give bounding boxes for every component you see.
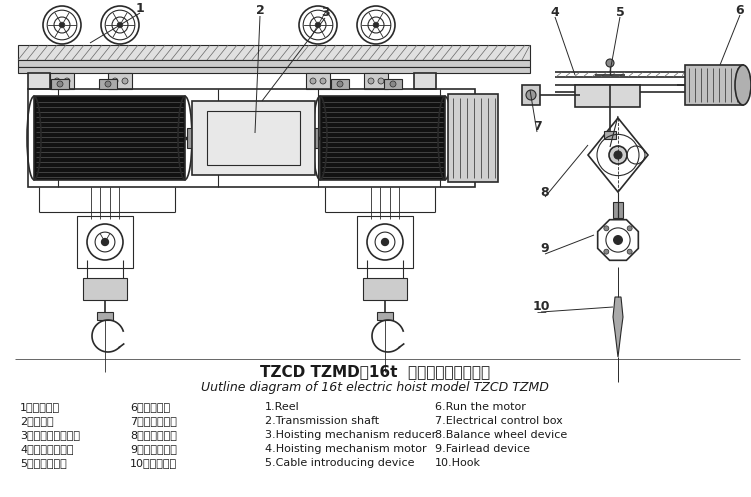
Circle shape (54, 78, 60, 84)
Circle shape (337, 81, 343, 87)
Circle shape (606, 59, 614, 67)
Circle shape (64, 78, 70, 84)
Circle shape (320, 78, 326, 84)
Bar (97, 312, 113, 320)
Text: 7.Electrical control box: 7.Electrical control box (435, 416, 562, 426)
Bar (258, 128, 278, 148)
Circle shape (105, 81, 111, 87)
Text: 6、运行电机: 6、运行电机 (130, 402, 170, 412)
Circle shape (390, 81, 396, 87)
Bar (306, 73, 330, 89)
Text: 8: 8 (541, 185, 549, 198)
Bar (77, 216, 133, 268)
Text: 4.Hoisting mechanism motor: 4.Hoisting mechanism motor (265, 444, 427, 454)
Bar (414, 73, 436, 89)
Bar (320, 96, 445, 179)
Bar (28, 73, 50, 89)
Text: 9.Fairlead device: 9.Fairlead device (435, 444, 530, 454)
Ellipse shape (242, 120, 264, 156)
Bar (18, 45, 530, 60)
Bar (448, 94, 498, 182)
Circle shape (368, 78, 374, 84)
Bar (604, 131, 616, 139)
Text: 2.Transmission shaft: 2.Transmission shaft (265, 416, 379, 426)
Bar (207, 111, 300, 165)
Text: 7、电器控制筱: 7、电器控制筱 (130, 416, 177, 426)
Circle shape (57, 81, 63, 87)
Text: 1、卷筒装置: 1、卷筒装置 (20, 402, 60, 412)
Bar (298, 128, 318, 148)
Text: 7: 7 (532, 120, 541, 134)
Bar (364, 73, 388, 89)
Text: 1.Reel: 1.Reel (265, 402, 300, 412)
Circle shape (609, 146, 627, 164)
Bar (50, 73, 74, 89)
Text: 3.Hoisting mechanism reducer: 3.Hoisting mechanism reducer (265, 430, 436, 440)
Text: 6: 6 (736, 3, 744, 16)
Circle shape (614, 236, 623, 245)
Text: 3: 3 (321, 6, 329, 19)
Circle shape (246, 132, 258, 144)
Bar (51, 79, 69, 89)
Circle shape (378, 78, 384, 84)
Circle shape (122, 78, 128, 84)
Text: Uutline diagram of 16t electric hoist model TZCD TZMD: Uutline diagram of 16t electric hoist mo… (201, 381, 549, 394)
Circle shape (101, 239, 109, 246)
Bar (34, 96, 185, 179)
Circle shape (604, 249, 609, 254)
Circle shape (59, 22, 65, 28)
Text: 10.Hook: 10.Hook (435, 458, 481, 468)
Bar (613, 202, 623, 218)
Text: 4、起升机构电机: 4、起升机构电机 (20, 444, 74, 454)
Bar (99, 79, 117, 89)
Text: TZCD TZMD型16t  电动葫芦外形结构图: TZCD TZMD型16t 电动葫芦外形结构图 (260, 364, 490, 380)
Text: 5.Cable introducing device: 5.Cable introducing device (265, 458, 415, 468)
Bar (331, 79, 349, 89)
Bar (108, 73, 132, 89)
Text: 3、起升机构减速机: 3、起升机构减速机 (20, 430, 80, 440)
Bar (363, 278, 407, 300)
Circle shape (373, 22, 379, 28)
Bar (685, 65, 743, 105)
Text: 2: 2 (255, 4, 264, 17)
Circle shape (310, 78, 316, 84)
Circle shape (604, 226, 609, 231)
Bar (187, 128, 207, 148)
Text: 2、传动轴: 2、传动轴 (20, 416, 53, 426)
Text: 9: 9 (541, 243, 549, 255)
Circle shape (382, 239, 388, 246)
Bar (522, 85, 540, 105)
Bar (83, 278, 127, 300)
Circle shape (112, 78, 118, 84)
Bar (192, 101, 315, 175)
Bar (575, 85, 640, 107)
Bar (28, 89, 475, 187)
Text: 10、吸钉装置: 10、吸钉装置 (130, 458, 177, 468)
Circle shape (627, 249, 632, 254)
Bar (384, 79, 402, 89)
Ellipse shape (735, 65, 751, 105)
Circle shape (315, 22, 321, 28)
Bar (18, 67, 530, 73)
Circle shape (627, 226, 632, 231)
Bar (228, 128, 248, 148)
Bar (377, 312, 393, 320)
Text: 4: 4 (550, 5, 559, 18)
Text: 5、软绳引入器: 5、软绳引入器 (20, 458, 67, 468)
Circle shape (117, 22, 123, 28)
Text: —: — (536, 307, 546, 317)
Text: 6.Run the motor: 6.Run the motor (435, 402, 526, 412)
Polygon shape (613, 297, 623, 357)
Text: 10: 10 (532, 301, 550, 314)
Text: 1: 1 (136, 1, 144, 14)
Circle shape (526, 90, 536, 100)
Bar (357, 216, 413, 268)
Text: 5: 5 (616, 5, 624, 18)
Text: 8、平衡轮装置: 8、平衡轮装置 (130, 430, 177, 440)
Bar (18, 60, 530, 67)
Text: 9、导绳器装置: 9、导绳器装置 (130, 444, 177, 454)
Text: 8.Balance wheel device: 8.Balance wheel device (435, 430, 567, 440)
Circle shape (614, 151, 622, 159)
